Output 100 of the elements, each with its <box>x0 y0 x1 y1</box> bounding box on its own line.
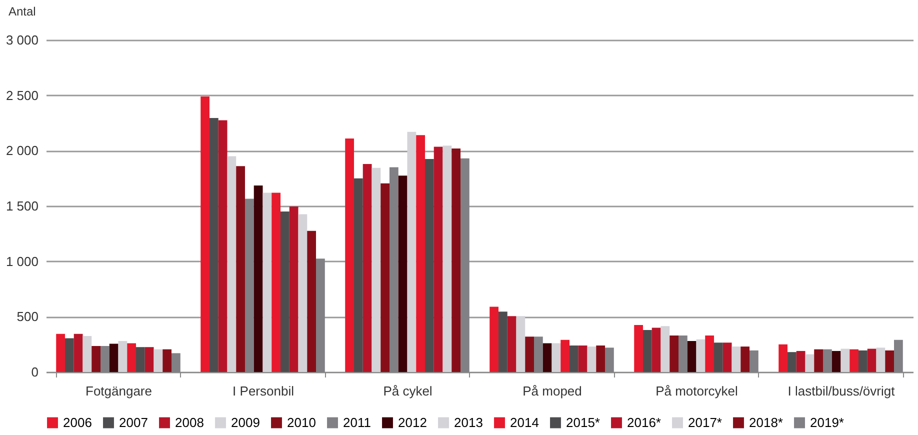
bar <box>92 346 100 372</box>
bar <box>236 166 245 372</box>
bar <box>64 338 74 372</box>
y-axis-title: Antal <box>8 4 36 18</box>
y-tick-label: 500 <box>16 309 38 324</box>
bar <box>127 343 136 372</box>
x-tick-label: På cykel <box>383 384 432 398</box>
bar <box>442 146 452 372</box>
bar <box>570 345 578 372</box>
y-tick-label: 2 500 <box>6 88 38 103</box>
bar <box>490 306 498 372</box>
bar <box>118 341 128 372</box>
bar <box>867 348 876 372</box>
bar <box>805 354 814 372</box>
bar <box>552 343 561 372</box>
bar <box>109 344 118 372</box>
bar <box>832 350 841 372</box>
bar <box>200 96 210 372</box>
bar <box>687 341 696 372</box>
bar <box>280 212 290 372</box>
x-tick-label: På moped <box>522 384 582 398</box>
bar <box>740 346 750 372</box>
legend-label: 2006 <box>63 414 92 430</box>
bar <box>642 330 652 372</box>
bar <box>82 336 92 372</box>
legend-label: 2010 <box>287 414 316 430</box>
bar <box>380 183 390 372</box>
bar <box>796 350 806 372</box>
bar <box>498 312 508 372</box>
legend-label: 2013 <box>454 414 483 430</box>
bar <box>209 118 218 372</box>
legend-label: 2007 <box>119 414 148 430</box>
bar <box>885 350 894 372</box>
legend-label: 2017* <box>688 414 722 430</box>
legend-label: 2008 <box>175 414 204 430</box>
bar <box>596 345 606 372</box>
bar <box>660 326 670 372</box>
x-tick-label: I lastbil/buss/övrigt <box>788 384 896 398</box>
y-tick-label: 0 <box>31 364 38 380</box>
bar <box>850 349 859 372</box>
bar <box>354 178 363 372</box>
bar <box>787 352 796 372</box>
x-tick-label: I Personbil <box>232 384 294 398</box>
bar <box>154 349 163 372</box>
bar <box>136 347 145 372</box>
bar <box>696 339 706 372</box>
bar <box>345 138 354 372</box>
bar <box>634 324 643 372</box>
legend-label: 2016* <box>627 414 661 430</box>
bar <box>254 186 263 372</box>
legend-label: 2019* <box>810 414 844 430</box>
bar <box>732 346 741 372</box>
bar <box>425 158 434 372</box>
bar <box>218 120 228 372</box>
legend-label: 2009 <box>231 414 260 430</box>
legend-label: 2015* <box>566 414 600 430</box>
bar <box>778 344 788 372</box>
bar <box>542 343 552 372</box>
bar <box>434 146 443 372</box>
bar <box>670 335 678 372</box>
bar <box>652 328 661 372</box>
bar <box>578 345 588 372</box>
bar <box>362 164 372 372</box>
legend-label: 2012 <box>398 414 427 430</box>
bar <box>307 230 316 372</box>
bar <box>289 206 298 372</box>
x-tick-label: Fotgängare <box>86 384 152 398</box>
bar <box>407 132 416 372</box>
bar <box>262 192 272 372</box>
y-tick-label: 3 000 <box>6 32 38 48</box>
y-tick-label: 1 500 <box>6 198 38 214</box>
legend-label: 2014 <box>510 414 539 430</box>
bar <box>372 168 381 372</box>
x-tick-label: På motorcykel <box>656 384 738 398</box>
y-tick-label: 2 000 <box>6 143 38 158</box>
legend-label: 2018* <box>749 414 783 430</box>
bar <box>398 176 408 372</box>
bar <box>814 349 823 372</box>
bar <box>525 336 534 372</box>
bar <box>705 335 714 372</box>
bar <box>298 214 308 372</box>
bar <box>144 347 154 372</box>
bar <box>272 192 281 372</box>
bar <box>416 135 426 372</box>
bar <box>507 316 516 372</box>
bar <box>74 334 83 372</box>
bar <box>560 340 570 372</box>
bar <box>587 346 596 372</box>
bar <box>858 350 868 372</box>
bar <box>876 348 886 372</box>
y-tick-label: 1 000 <box>6 254 38 269</box>
bar <box>452 148 461 372</box>
bar <box>162 349 172 372</box>
bar <box>227 156 236 372</box>
bar <box>722 342 732 372</box>
bar <box>56 334 65 372</box>
bar <box>840 348 850 372</box>
legend-label: 2011 <box>343 414 371 430</box>
bar <box>516 316 526 372</box>
bar <box>714 342 723 372</box>
